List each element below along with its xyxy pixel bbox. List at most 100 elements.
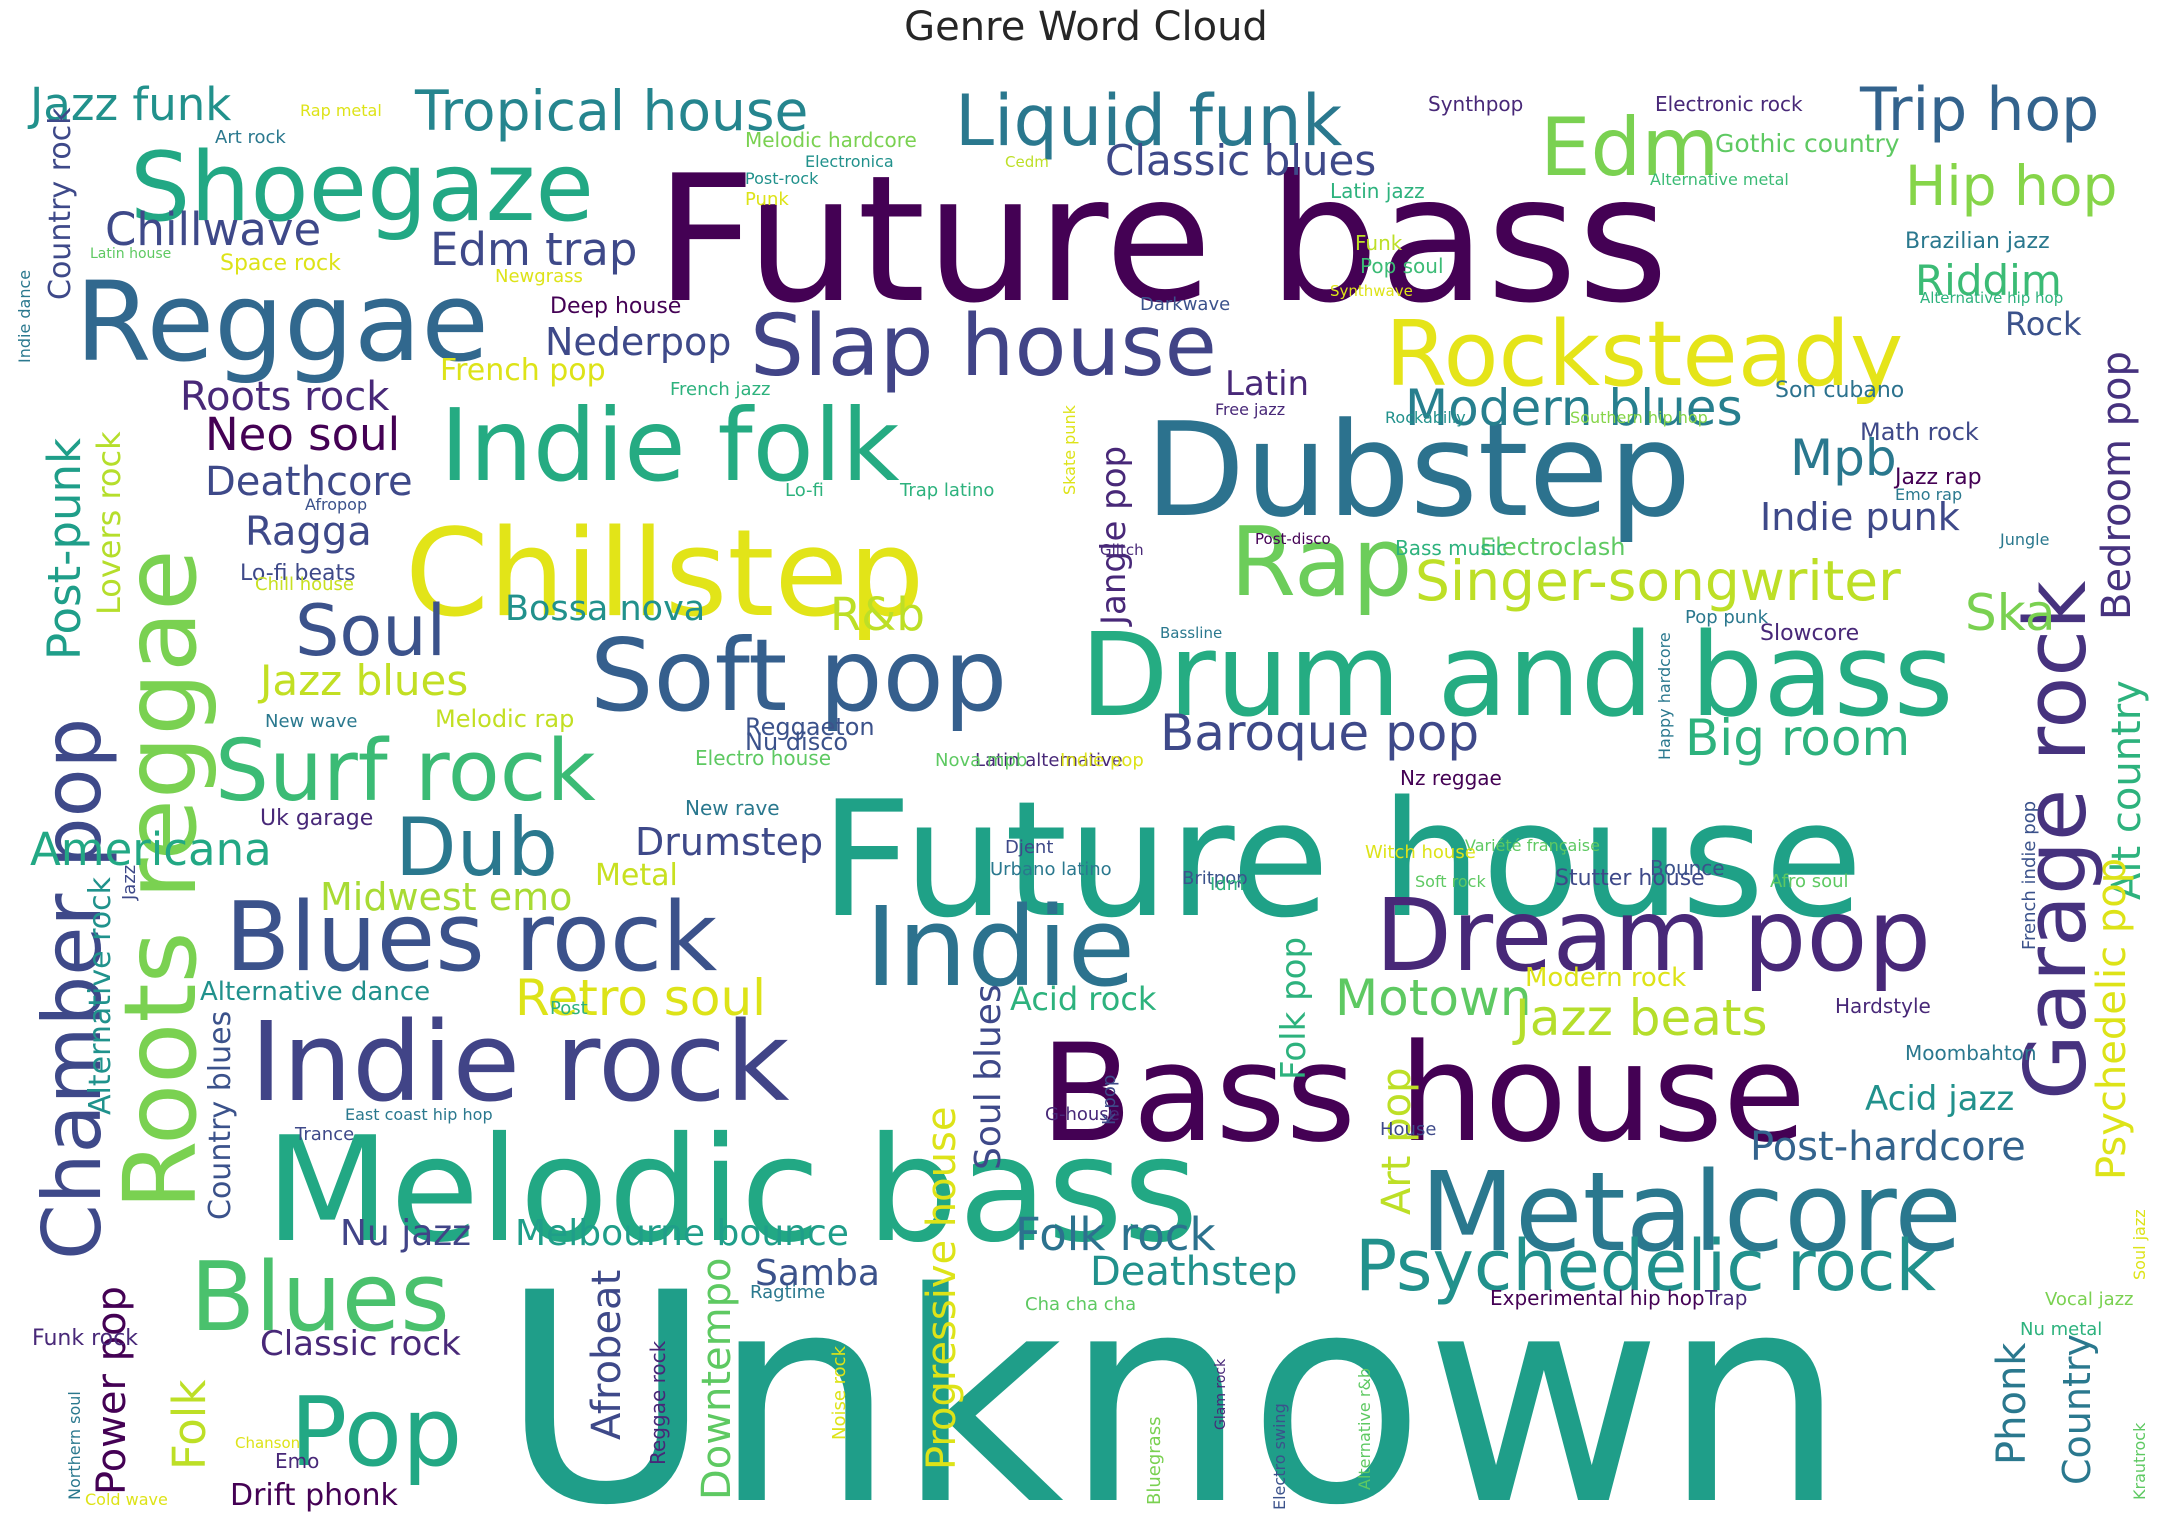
word-bassline: Bassline (1160, 624, 1222, 642)
word-rap: Rap (1230, 508, 1412, 618)
word-metalcore: Metalcore (1420, 1148, 1962, 1276)
word-tropical-house: Tropical house (414, 79, 808, 143)
word-afro-soul: Afro soul (1770, 871, 1849, 892)
word-gothic-country: Gothic country (1715, 129, 1900, 158)
word-pop: Pop (290, 1378, 462, 1488)
word-singer-songwriter: Singer-songwriter (1415, 549, 1901, 613)
word-chillwave: Chillwave (105, 203, 321, 256)
word-deep-house: Deep house (550, 294, 681, 319)
word-ragtime: Ragtime (750, 1282, 825, 1303)
word-classic-blues: Classic blues (1105, 136, 1376, 185)
word-bedroom-pop: Bedroom pop (2094, 351, 2140, 620)
word-latin-alternative: Latin alternative (975, 750, 1123, 771)
word-lo-fi: Lo-fi (785, 480, 824, 501)
word-alternative-metal: Alternative metal (1650, 170, 1789, 189)
word-pop-soul: Pop soul (1360, 254, 1444, 278)
word-nederpop: Nederpop (545, 320, 731, 364)
word-southern-hip-hop: Southern hip hop (1570, 408, 1708, 427)
word-ska: Ska (1965, 584, 2055, 642)
word-bluegrass: Bluegrass (1144, 1417, 1165, 1505)
word-happy-hardcore: Happy hardcore (1655, 632, 1674, 760)
word-soul: Soul (295, 590, 446, 672)
word-math-rock: Math rock (1860, 418, 1979, 446)
word-nu-jazz: Nu jazz (340, 1213, 471, 1254)
word-soft-pop: Soft pop (590, 617, 1007, 734)
word-slowcore: Slowcore (1760, 621, 1859, 646)
word-electro-house: Electro house (695, 746, 831, 770)
word-emo: Emo (275, 1449, 319, 1473)
word-alternative-dance: Alternative dance (200, 977, 430, 1007)
word-mpb: Mpb (1790, 429, 1897, 487)
word-trap-latino: Trap latino (899, 480, 994, 501)
word-psychedelic-rock: Psychedelic rock (1355, 1225, 1936, 1307)
word-rocksteady: Rocksteady (1385, 302, 1903, 407)
word-drift-phonk: Drift phonk (230, 1478, 399, 1513)
word-retro-soul: Retro soul (515, 969, 766, 1027)
word-rockabilly: Rockabilly (1385, 408, 1466, 427)
word-jangle-pop: Jangle pop (1094, 446, 1134, 627)
word-brazilian-jazz: Brazilian jazz (1905, 229, 2050, 254)
word-cedm: Cedm (1005, 153, 1049, 171)
word-new-rave: New rave (685, 796, 780, 820)
word-k-pop: K-pop (1099, 1075, 1120, 1125)
word-country: Country (2055, 1334, 2099, 1485)
word-skate-punk: Skate punk (1060, 404, 1079, 495)
word-country-blues: Country blues (203, 1011, 238, 1220)
word-big-room: Big room (1685, 709, 1910, 767)
word-bass-house: Bass house (1040, 1015, 1806, 1172)
word-britpop: Britpop (1182, 868, 1248, 889)
word-pop-punk: Pop punk (1685, 607, 1769, 628)
word-liquid-funk: Liquid funk (955, 80, 1343, 162)
word-moombahton: Moombahton (1905, 1041, 2037, 1065)
word-deathstep: Deathstep (1090, 1249, 1297, 1295)
word-indie-punk: Indie punk (1760, 495, 1960, 539)
word-indie-rock: Indie rock (250, 998, 790, 1126)
word-roots-reggae: Roots reggae (102, 549, 219, 1210)
word-free-jazz: Free jazz (1215, 400, 1285, 419)
word-chanson: Chanson (235, 1434, 300, 1452)
word-power-pop: Power pop (89, 1286, 135, 1495)
word-funk-rock: Funk rock (32, 1326, 138, 1351)
word-electro-swing: Electro swing (1270, 1403, 1289, 1510)
word-post-punk: Post-punk (38, 438, 91, 660)
word-future-bass: Future bass (655, 139, 1669, 342)
word-reggae: Reggae (75, 258, 489, 386)
word-latin-house: Latin house (90, 246, 171, 262)
word-post-rock: Post-rock (745, 169, 819, 188)
word-latin-jazz: Latin jazz (1330, 179, 1425, 203)
word-classic-rock: Classic rock (260, 1324, 461, 1364)
word-dubstep: Dubstep (1145, 394, 1691, 546)
word-nova-mpb: Nova mpb (935, 750, 1027, 771)
word-bounce: Bounce (1650, 856, 1725, 880)
word-soul-blues: Soul blues (968, 984, 1009, 1170)
word-neo-soul: Neo soul (205, 408, 400, 461)
word-space-rock: Space rock (220, 251, 341, 276)
word-art-pop: Art pop (1374, 1068, 1420, 1215)
word-slap-house: Slap house (750, 297, 1217, 396)
word-shoegaze: Shoegaze (130, 133, 594, 243)
word-post: Post (550, 998, 588, 1019)
word-hip-hop: Hip hop (1905, 154, 2117, 218)
word-indie-folk: Indie folk (440, 387, 900, 504)
word-jazz-blues: Jazz blues (257, 656, 468, 705)
word-electronica: Electronica (805, 152, 894, 171)
word-witch-house: Witch house (1365, 842, 1476, 863)
word-nu-disco: Nu disco (745, 728, 848, 756)
word-drumstep: Drumstep (635, 820, 823, 864)
word-french-indie-pop: French indie pop (2019, 801, 2040, 950)
word-cha-cha-cha: Cha cha cha (1025, 1294, 1136, 1315)
word-r-b: R&b (830, 588, 925, 641)
word-jazz-funk: Jazz funk (27, 78, 231, 131)
word-afropop: Afropop (305, 495, 367, 514)
word-funk: Funk (1355, 231, 1403, 255)
word-latin: Latin (1225, 364, 1309, 404)
word-indie: Indie (865, 883, 1135, 1011)
word-lo-fi-beats: Lo-fi beats (240, 561, 356, 586)
word-blues: Blues (190, 1243, 450, 1353)
word-acid-jazz: Acid jazz (1865, 1079, 2014, 1119)
word-son-cubano: Son cubano (1775, 378, 1904, 403)
word-krautrock: Krautrock (2130, 1422, 2149, 1500)
word-melodic-bass: Melodic bass (265, 1106, 1198, 1275)
word-modern-rock: Modern rock (1525, 963, 1686, 993)
word-glitch: Glitch (1100, 541, 1144, 559)
